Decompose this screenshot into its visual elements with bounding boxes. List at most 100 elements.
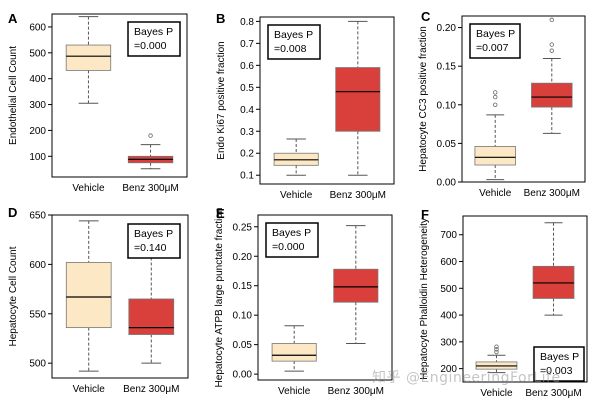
y-tick-label: 400 — [29, 74, 46, 85]
y-tick-label: 300 — [440, 337, 457, 348]
plot-frame — [461, 15, 586, 183]
x-tick-label-benz: Benz 300μM — [524, 188, 580, 199]
bayes-stat-value: =0.008 — [274, 43, 307, 55]
bayes-stat-label: Bayes P — [274, 29, 313, 41]
outlier-point-benz — [549, 48, 554, 53]
bayes-stat-value: =0.000 — [272, 241, 305, 253]
y-tick-label: 0.6 — [240, 61, 254, 72]
bayes-stat-label: Bayes P — [476, 28, 515, 40]
plot-frame — [257, 214, 393, 381]
outlier-point-benz — [148, 133, 153, 138]
y-tick-label: 600 — [440, 257, 457, 268]
panel-letter-a: A — [8, 11, 18, 26]
y-tick-label: 300 — [29, 100, 46, 111]
plot-frame — [51, 13, 188, 178]
bayes-stat-box — [127, 223, 181, 259]
x-tick-label-benz: Benz 300μM — [328, 386, 384, 397]
box-vehicle — [271, 343, 317, 362]
y-axis-label: Hepatocyte ATPB large punctate fraction — [214, 208, 225, 388]
panel-letter-d: D — [8, 205, 17, 220]
y-tick-label: 0.5 — [240, 83, 254, 94]
outlier-point-vehicle — [494, 347, 499, 352]
outlier-point-vehicle — [493, 90, 498, 95]
x-tick-label-vehicle: Vehicle — [278, 386, 311, 397]
x-tick-label-vehicle: Vehicle — [72, 183, 105, 194]
y-tick-label: 200 — [440, 364, 457, 375]
bayes-stat-box — [533, 346, 585, 382]
y-tick-label: 0.4 — [240, 105, 254, 116]
y-tick-label: 0.25 — [233, 222, 253, 233]
bayes-stat-box — [127, 21, 181, 57]
panel-letter-b: B — [216, 11, 225, 26]
y-tick-label: 0.00 — [233, 370, 253, 381]
bayes-stat-value: =0.007 — [476, 42, 509, 54]
y-tick-label: 500 — [29, 359, 46, 370]
panel-letter-e: E — [216, 206, 225, 221]
bayes-stat-box — [267, 24, 321, 60]
y-tick-label: 0.20 — [233, 252, 253, 263]
y-axis-label: Hepatocyte Cell Count — [8, 246, 19, 346]
y-tick-label: 650 — [29, 211, 46, 222]
x-tick-label-vehicle: Vehicle — [480, 388, 513, 399]
panel-f: F 200 300 400 500 600 700 Hepatocyte Phalloidin… — [419, 207, 588, 399]
bayes-stat-label: Bayes P — [540, 351, 579, 363]
panel-letter-c: C — [421, 9, 431, 24]
x-tick-label-benz: Benz 300μM — [330, 190, 386, 201]
y-tick-label: 0.8 — [240, 17, 254, 28]
y-tick-label: 0.1 — [240, 171, 254, 182]
panel-b: B 0.1 0.2 0.3 0.4 0.5 0.6 0.7 0.8 Endo Ki67 posit… — [216, 11, 395, 201]
y-tick-label: 0.15 — [437, 62, 457, 73]
x-tick-label-vehicle: Vehicle — [73, 384, 106, 395]
y-tick-label: 500 — [440, 284, 457, 295]
bayes-stat-value: =0.140 — [134, 242, 167, 254]
panel-a: A 100 200 300 400 500 600 Endothelial Cell Coun… — [8, 11, 188, 194]
y-tick-label: 550 — [29, 309, 46, 320]
bayes-stat-box — [265, 222, 319, 258]
bayes-stat-label: Bayes P — [134, 26, 173, 38]
panel-e: E 0.00 0.05 0.10 0.15 0.20 0.25 Hepatocyte ATPB… — [214, 206, 393, 397]
y-tick-label: 0.00 — [437, 178, 457, 189]
y-axis-label: Hepatocyte Phalloidin Heterogeneity — [419, 218, 430, 380]
bayes-stat-label: Bayes P — [134, 228, 173, 240]
bayes-stat-value: =0.000 — [134, 40, 167, 52]
x-tick-label-benz: Benz 300μM — [525, 388, 581, 399]
x-tick-label-vehicle: Vehicle — [280, 190, 313, 201]
y-tick-label: 0.20 — [437, 23, 457, 34]
x-tick-label-benz: Benz 300μM — [123, 384, 179, 395]
panel-letter-f: F — [421, 207, 429, 222]
outlier-point-benz — [549, 42, 554, 47]
y-axis-label: Endothelial Cell Count — [8, 46, 19, 145]
plot-frame — [462, 215, 588, 383]
y-tick-label: 0.3 — [240, 127, 254, 138]
y-tick-label: 600 — [29, 260, 46, 271]
y-tick-label: 700 — [440, 230, 457, 241]
y-tick-label: 100 — [29, 152, 46, 163]
y-tick-label: 0.05 — [233, 340, 253, 351]
y-tick-label: 600 — [29, 22, 46, 33]
bayes-stat-value: =0.003 — [540, 365, 573, 377]
plot-frame — [51, 214, 189, 379]
y-axis-label: Hepatocyte CC3 positive fraction — [418, 26, 429, 172]
bayes-stat-box — [469, 23, 521, 59]
bayes-stat-label: Bayes P — [272, 227, 311, 239]
y-tick-label: 0.7 — [240, 39, 254, 50]
box-vehicle — [474, 146, 516, 166]
outlier-point-vehicle — [494, 349, 499, 355]
outlier-point-vehicle — [493, 102, 498, 107]
y-tick-label: 500 — [29, 48, 46, 59]
watermark-text: 知乎 @EngineeringForLife — [372, 370, 561, 386]
y-tick-label: 0.2 — [240, 149, 254, 160]
panel-c: C 0.00 0.05 0.10 0.15 0.20 Hepatocyte CC3 posi… — [418, 9, 586, 199]
plot-frame — [259, 16, 395, 185]
y-axis-label: Endo Ki67 positive fraction — [216, 41, 227, 159]
y-tick-label: 0.10 — [437, 100, 457, 111]
box-benz — [335, 67, 381, 132]
box-benz — [333, 268, 379, 303]
outlier-point-vehicle — [493, 94, 498, 100]
x-tick-label-benz: Benz 300μM — [122, 183, 178, 194]
y-tick-label: 0.15 — [233, 281, 253, 292]
panel-d: D 500 550 600 650 Hepatocyte Cell Count Vehicl… — [8, 205, 189, 395]
x-tick-label-vehicle: Vehicle — [479, 188, 512, 199]
box-vehicle — [65, 44, 112, 71]
